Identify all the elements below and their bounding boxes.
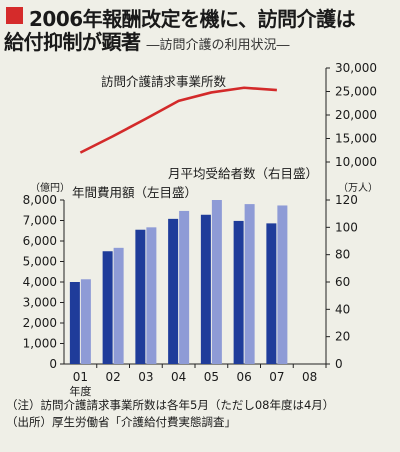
top-tick-label: 20,000 [335, 108, 377, 122]
left-tick-label: 8,000 [23, 193, 57, 207]
left-tick-label: 7,000 [23, 214, 57, 228]
bar-annual-cost [69, 282, 80, 364]
x-tick-label: 05 [204, 370, 219, 384]
bar-annual-cost [200, 214, 211, 364]
right-tick-label: 80 [335, 248, 350, 262]
bar-annual-cost [135, 229, 146, 364]
left-tick-label: 4,000 [23, 275, 57, 289]
bar-recipients [244, 204, 255, 364]
bar-annual-cost [233, 220, 244, 364]
series-label-offices: 訪問介護請求事業所数 [101, 74, 227, 89]
chart-title-line2: 給付抑制が顕著 ―訪問介護の利用状況― [4, 26, 290, 55]
right-tick-label: 60 [335, 275, 350, 289]
right-tick-label: 40 [335, 302, 350, 316]
right-tick-label: 0 [335, 357, 343, 371]
bar-annual-cost [266, 223, 277, 364]
top-tick-label: 25,000 [335, 85, 377, 99]
bar-recipients [113, 247, 124, 364]
chart-title-main: 給付抑制が顕著 [4, 30, 141, 54]
right-tick-label: 100 [335, 220, 358, 234]
x-tick-label: 01 [73, 370, 88, 384]
left-tick-label: 5,000 [23, 255, 57, 269]
left-tick-label: 0 [49, 357, 57, 371]
bar-recipients [146, 227, 157, 364]
chart-subtitle: ―訪問介護の利用状況― [146, 38, 290, 53]
left-tick-label: 1,000 [23, 337, 57, 351]
line-offices [79, 86, 277, 154]
bar-recipients [277, 205, 288, 364]
x-unit-label: 年度 [69, 384, 91, 398]
bar-recipients [179, 210, 190, 364]
source-note: （出所）厚生労働省「介護給付費実態調査」 [6, 415, 236, 429]
left-axis-unit: （億円） [30, 181, 70, 194]
x-tick-label: 07 [269, 370, 284, 384]
left-tick-label: 6,000 [23, 234, 57, 248]
left-tick-label: 2,000 [23, 316, 57, 330]
right-tick-label: 20 [335, 330, 350, 344]
bar-recipients [80, 279, 91, 364]
series-label-cost: 年間費用額（左目盛） [72, 185, 197, 200]
top-tick-label: 10,000 [335, 155, 377, 169]
x-tick-label: 06 [236, 370, 251, 384]
series-label-recipients: 月平均受給者数（右目盛） [168, 166, 318, 181]
bar-recipients [211, 200, 222, 364]
x-tick-label: 04 [171, 370, 186, 384]
right-axis-unit: （万人） [338, 182, 378, 194]
x-tick-label: 02 [105, 370, 120, 384]
chart-title: 2006年報酬改定を機に、訪問介護は [29, 7, 356, 31]
top-tick-label: 15,000 [335, 132, 377, 146]
right-tick-label: 120 [335, 193, 358, 207]
x-tick-label: 03 [138, 370, 153, 384]
top-tick-label: 30,000 [335, 61, 377, 75]
bar-annual-cost [102, 251, 113, 364]
bar-annual-cost [168, 218, 179, 364]
left-tick-label: 3,000 [23, 296, 57, 310]
footnote: （注）訪問介護請求事業所数は各年5月（ただし08年度は4月） [6, 398, 335, 412]
x-tick-label: 08 [302, 370, 317, 384]
title-marker [6, 7, 23, 24]
